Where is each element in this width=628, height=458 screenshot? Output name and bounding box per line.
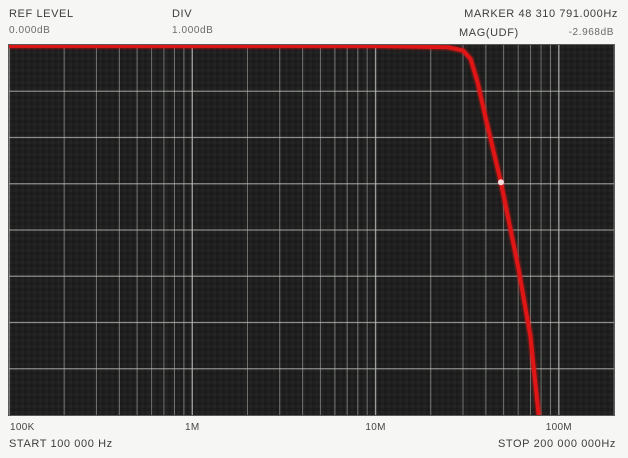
analyzer-chart [9,45,614,415]
marker-readout: MARKER 48 310 791.000Hz [464,8,618,20]
trace-layer [9,45,543,415]
ref-level-value: 0.000dB [9,25,51,36]
div-value: 1.000dB [172,25,214,36]
x-tick-label: 100K [10,422,35,433]
mag-value: -2.968dB [568,27,614,38]
mag-label: MAG(UDF) [459,27,519,39]
x-tick-label: 100M [545,422,572,433]
x-tick-label: 10M [365,422,386,433]
analyzer-screen [8,44,615,416]
start-frequency-label: START 100 000 Hz [9,438,113,450]
x-tick-label: 1M [185,422,200,433]
ref-level-label: REF LEVEL [9,8,74,20]
div-label: DIV [172,8,193,20]
stop-frequency-label: STOP 200 000 000Hz [497,438,616,450]
marker-point [497,179,504,186]
grid-major [9,45,614,415]
trace-line [9,45,541,415]
